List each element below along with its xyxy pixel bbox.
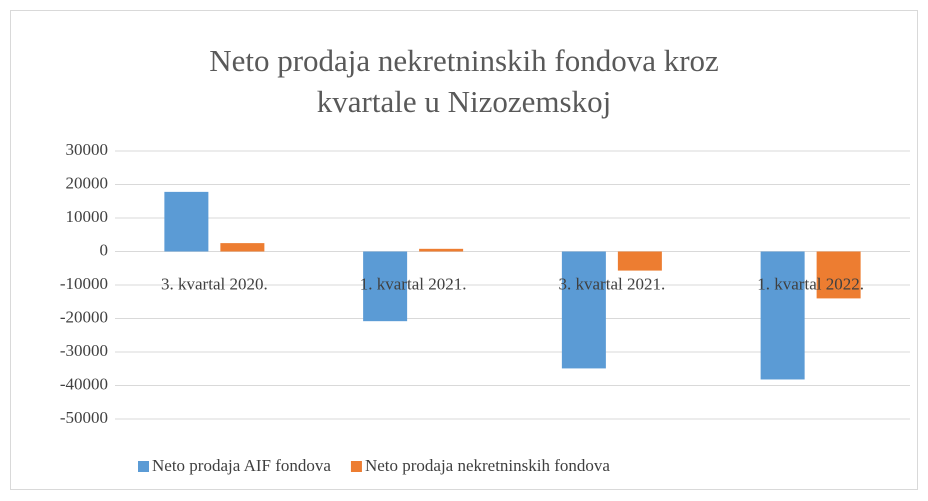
legend-swatch [350,461,362,472]
legend-label: Neto prodaja AIF fondova [152,456,331,475]
y-tick-label: -50000 [60,408,108,427]
x-tick-label: 1. kvartal 2022. [757,274,864,293]
bar [617,251,662,271]
x-tick-label: 1. kvartal 2021. [360,274,467,293]
y-tick-label: -30000 [60,341,108,360]
bar [760,251,805,380]
x-tick-label: 3. kvartal 2020. [161,274,268,293]
y-tick-label: -10000 [60,274,108,293]
legend-label: Neto prodaja nekretninskih fondova [365,456,610,475]
chart-title: Neto prodaja nekretninskih fondova kroz … [209,43,719,119]
y-tick-label: 30000 [66,140,109,159]
bar [363,251,408,322]
x-tick-label: 3. kvartal 2021. [559,274,666,293]
bar [816,251,861,299]
y-tick-label: -40000 [60,374,108,393]
y-tick-label: 20000 [66,173,109,192]
bar [220,243,265,252]
bar [561,251,606,369]
y-tick-label: 10000 [66,207,109,226]
y-tick-label: -20000 [60,307,108,326]
y-tick-label: 0 [100,240,109,259]
legend-swatch [138,461,149,472]
bar [164,191,209,252]
bar [419,248,464,252]
chart-border [10,10,918,490]
